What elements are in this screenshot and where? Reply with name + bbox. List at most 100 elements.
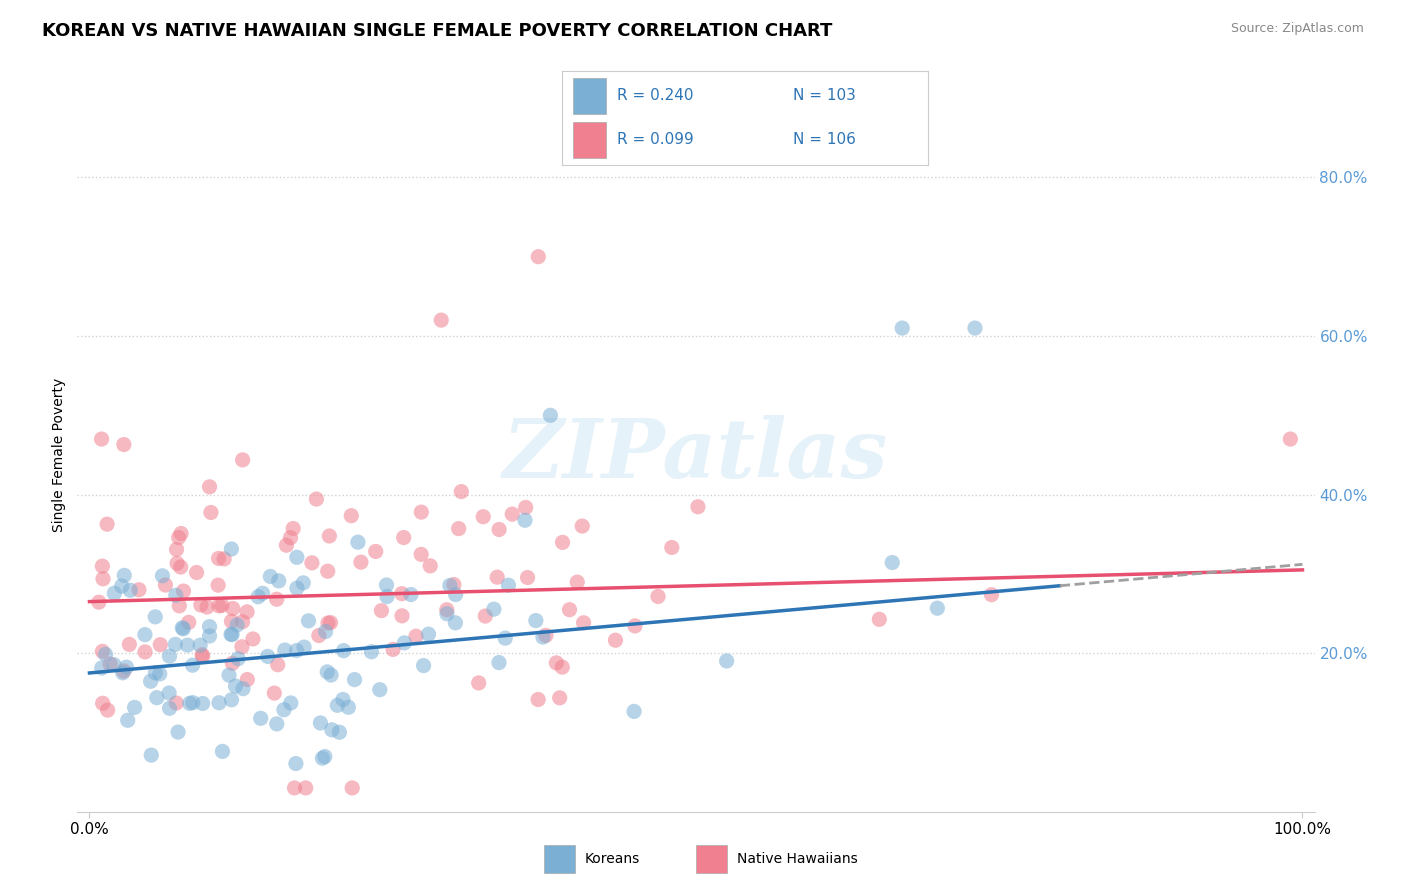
Point — [411, 547, 433, 561]
Point — [191, 648, 214, 662]
Point — [221, 693, 243, 707]
Point — [980, 588, 1002, 602]
Point — [91, 696, 114, 710]
Point — [546, 656, 568, 670]
Point — [328, 725, 350, 739]
Point — [198, 619, 221, 633]
Point — [267, 657, 290, 672]
Point — [191, 697, 214, 711]
Point — [143, 610, 166, 624]
Point — [195, 600, 218, 615]
Point — [134, 627, 156, 641]
Point — [157, 686, 180, 700]
Text: ZIPatlas: ZIPatlas — [503, 415, 889, 495]
Point — [444, 587, 467, 601]
Point — [87, 595, 110, 609]
Point — [326, 698, 349, 713]
Point — [170, 526, 193, 541]
Point — [273, 703, 295, 717]
Point — [283, 522, 305, 536]
Point — [316, 665, 339, 679]
Point — [661, 541, 683, 555]
Point — [225, 679, 247, 693]
Point — [149, 638, 172, 652]
Point — [111, 579, 134, 593]
Point — [498, 578, 520, 592]
Point — [647, 590, 669, 604]
Text: Koreans: Koreans — [585, 852, 640, 865]
Point — [524, 614, 547, 628]
Point — [447, 522, 470, 536]
Point — [252, 586, 274, 600]
Point — [515, 500, 537, 515]
Point — [430, 313, 453, 327]
FancyBboxPatch shape — [544, 845, 575, 872]
Point — [342, 780, 364, 795]
Point — [232, 681, 254, 696]
Point — [267, 574, 290, 588]
Point — [90, 661, 112, 675]
Point — [155, 578, 177, 592]
Point — [266, 592, 288, 607]
Point — [439, 578, 461, 592]
Point — [236, 673, 259, 687]
Text: Source: ZipAtlas.com: Source: ZipAtlas.com — [1230, 22, 1364, 36]
Point — [181, 696, 204, 710]
Point — [173, 584, 195, 599]
Point — [177, 615, 200, 630]
Point — [112, 437, 135, 451]
Point — [316, 615, 339, 630]
Point — [467, 676, 489, 690]
Point — [368, 682, 391, 697]
Point — [516, 570, 538, 584]
Point — [551, 660, 574, 674]
Point — [118, 637, 141, 651]
FancyBboxPatch shape — [574, 122, 606, 158]
Point — [314, 749, 336, 764]
Point — [179, 696, 201, 710]
Point — [513, 513, 536, 527]
Point — [382, 642, 405, 657]
Text: Native Hawaiians: Native Hawaiians — [737, 852, 858, 865]
Point — [716, 654, 738, 668]
Point — [236, 605, 259, 619]
Point — [538, 409, 561, 423]
Text: N = 106: N = 106 — [793, 132, 856, 147]
Point — [343, 673, 366, 687]
Point — [247, 590, 270, 604]
Point — [605, 633, 627, 648]
Point — [309, 715, 332, 730]
Point — [623, 705, 645, 719]
Point — [94, 648, 117, 662]
Point — [207, 551, 229, 566]
Point — [159, 649, 181, 664]
Point — [276, 538, 298, 552]
Y-axis label: Single Female Poverty: Single Female Poverty — [52, 378, 66, 532]
Point — [128, 582, 150, 597]
Point — [152, 569, 174, 583]
Point — [311, 751, 333, 765]
Point — [191, 649, 214, 664]
Point — [305, 491, 328, 506]
Point — [624, 619, 647, 633]
Point — [332, 692, 354, 706]
Point — [370, 604, 392, 618]
Point — [551, 535, 574, 549]
Point — [120, 583, 142, 598]
Point — [208, 599, 231, 613]
Point — [419, 558, 441, 573]
Point — [146, 690, 169, 705]
Point — [882, 556, 904, 570]
Point — [141, 748, 163, 763]
Point — [167, 531, 190, 545]
Point — [284, 756, 307, 771]
Point — [418, 627, 440, 641]
Point — [176, 638, 198, 652]
Point — [350, 555, 373, 569]
Point — [221, 657, 243, 671]
Point — [165, 637, 187, 651]
Point — [256, 649, 278, 664]
Point — [319, 668, 342, 682]
Point — [332, 643, 354, 657]
Point — [91, 644, 114, 658]
